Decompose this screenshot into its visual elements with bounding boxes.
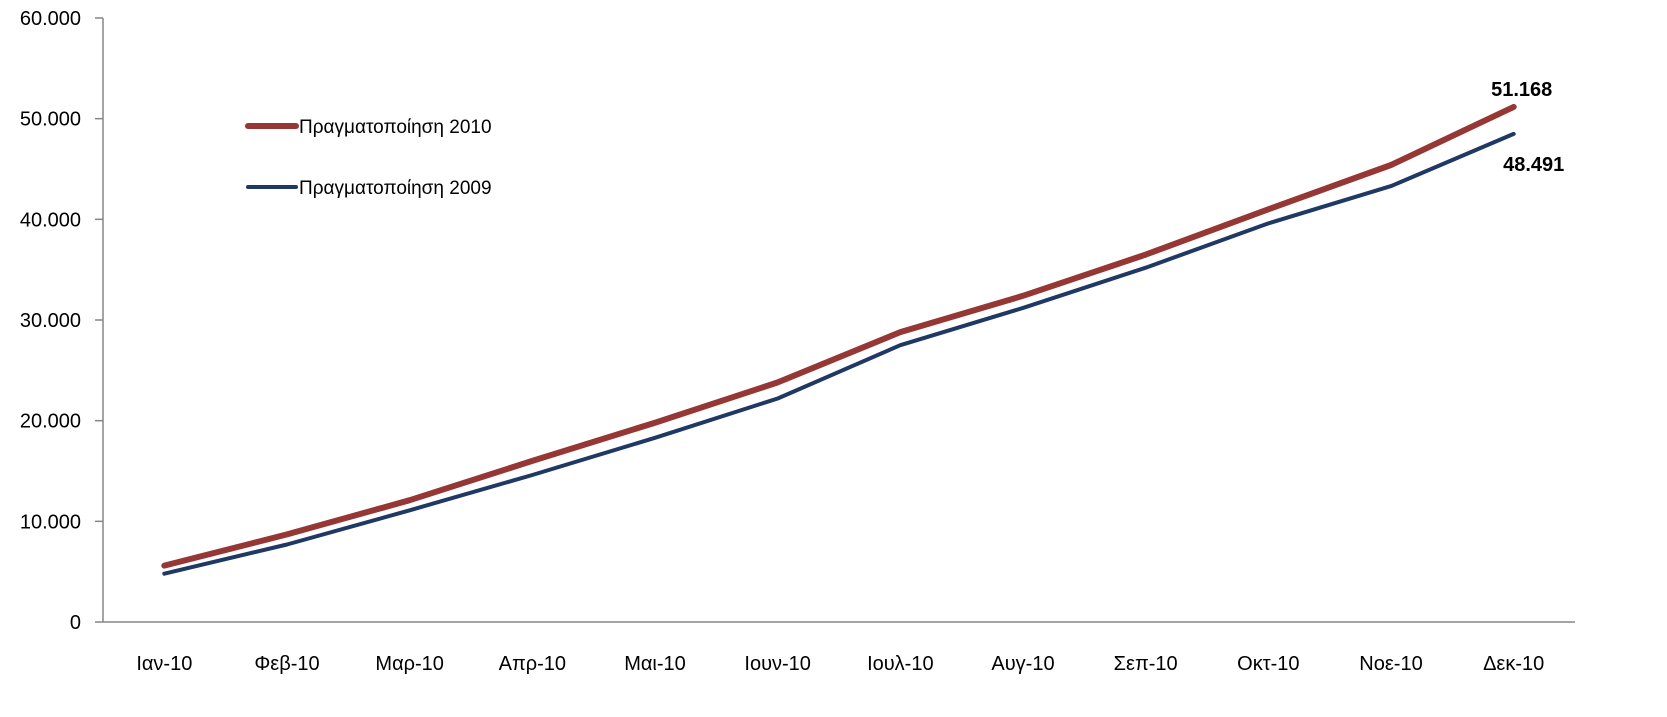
x-tick-label: Ιουλ-10 [867,653,934,675]
data-label-2010-end: 51.168 [1491,79,1552,101]
x-tick-label: Απρ-10 [499,653,566,675]
y-tick-label: 20.000 [20,411,81,433]
data-labels: 51.168 48.491 [1491,79,1564,176]
x-tick-label: Ιαν-10 [136,653,192,675]
series-lines [161,103,1517,576]
y-tick-label: 50.000 [20,109,81,131]
legend-label-1: Πραγματοποίηση 2009 [299,178,492,199]
y-tick-label: 30.000 [20,310,81,332]
x-tick-label: Δεκ-10 [1483,653,1544,675]
series-line-1 [162,131,1516,576]
y-tick-label: 10.000 [20,511,81,533]
x-tick-label: Οκτ-10 [1237,653,1299,675]
x-tick-label: Ιουν-10 [744,653,811,675]
y-tick-label: 40.000 [20,209,81,231]
y-axis-ticks: 0 10.000 20.000 30.000 40.000 50.000 60.000 [20,8,103,634]
axes [102,18,1575,623]
data-label-2009-end: 48.491 [1503,154,1564,176]
x-tick-label: Νοε-10 [1359,653,1422,675]
x-axis-ticks: Ιαν-10 Φεβ-10 Μαρ-10 Απρ-10 Μαι-10 Ιουν-10 Ιου… [136,653,1544,675]
x-tick-label: Μαρ-10 [375,653,444,675]
legend: Πραγματοποίηση 2010 Πραγματοποίηση 2009 [245,117,492,199]
x-tick-label: Φεβ-10 [254,653,319,675]
x-tick-label: Μαι-10 [624,653,686,675]
x-tick-label: Σεπ-10 [1114,653,1178,675]
legend-label-0: Πραγματοποίηση 2010 [299,117,492,138]
y-tick-label: 60.000 [20,8,81,30]
series-line-0 [161,103,1517,569]
x-tick-label: Αυγ-10 [991,653,1054,675]
y-tick-label: 0 [70,612,81,634]
